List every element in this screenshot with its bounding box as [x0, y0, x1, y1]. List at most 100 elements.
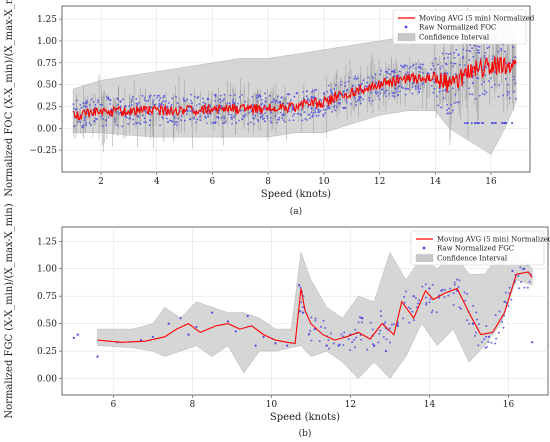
scatter-point [414, 85, 417, 88]
scatter-point [408, 321, 411, 324]
legend-dot-swatch [404, 25, 408, 29]
scatter-point [314, 111, 317, 114]
scatter-point [334, 84, 337, 87]
scatter-point [435, 95, 438, 98]
scatter-point [453, 102, 456, 104]
scatter-point [223, 117, 226, 120]
scatter-point [404, 87, 407, 90]
x-tick-label: 12 [374, 177, 385, 187]
scatter-point [342, 107, 345, 110]
scatter-point [355, 100, 358, 103]
scatter-point [453, 51, 456, 54]
scatter-point [264, 100, 267, 103]
scatter-point [93, 120, 96, 123]
scatter-point [405, 65, 408, 67]
scatter-point [256, 119, 259, 121]
scatter-point [355, 104, 358, 106]
scatter-point [88, 122, 91, 124]
scatter-point [380, 314, 383, 317]
scatter-point [292, 115, 294, 117]
scatter-point [226, 102, 229, 105]
scatter-point [418, 299, 421, 302]
scatter-point [268, 94, 271, 97]
scatter-point [329, 107, 331, 110]
scatter-point [411, 92, 414, 95]
scatter-point [97, 99, 99, 102]
scatter-point [469, 50, 472, 53]
scatter-point [425, 296, 428, 299]
scatter-point [195, 325, 198, 329]
scatter-point [85, 124, 88, 126]
scatter-point [513, 75, 515, 78]
scatter-point [209, 112, 212, 115]
scatter-point [139, 338, 143, 342]
scatter-point [108, 103, 111, 105]
scatter-point [476, 318, 479, 321]
scatter-point [310, 107, 313, 109]
scatter-point [484, 74, 486, 77]
scatter-point [256, 100, 259, 103]
scatter-point [483, 89, 486, 92]
scatter-point [339, 80, 342, 83]
scatter-point [308, 113, 311, 116]
scatter-point [514, 56, 517, 59]
scatter-point [519, 280, 522, 283]
scatter-point [170, 103, 173, 106]
scatter-point [238, 119, 240, 122]
scatter-point [428, 287, 431, 290]
scatter-point [394, 87, 397, 90]
scatter-point [198, 103, 201, 105]
scatter-point [319, 98, 321, 101]
scatter-point [444, 89, 446, 92]
scatter-point [226, 320, 230, 323]
scatter-point [252, 117, 254, 120]
scatter-point [230, 116, 233, 119]
scatter-point [500, 49, 503, 52]
scatter-point [260, 98, 263, 101]
scatter-point [151, 101, 154, 104]
scatter-point [484, 335, 487, 338]
scatter-point [356, 99, 359, 102]
scatter-point [117, 104, 119, 106]
scatter-point [152, 99, 155, 102]
scatter-point [344, 81, 347, 84]
scatter-point [397, 87, 399, 89]
scatter-point [80, 106, 83, 109]
scatter-point [299, 114, 302, 116]
scatter-point [343, 331, 346, 334]
scatter-point [319, 325, 322, 328]
scatter-point [425, 301, 428, 304]
scatter-point [244, 100, 246, 103]
scatter-point [411, 310, 414, 313]
scatter-point [323, 93, 326, 96]
scatter-point [500, 47, 503, 50]
scatter-point [173, 117, 176, 119]
scatter-point [421, 285, 424, 288]
scatter-point [276, 95, 279, 98]
scatter-point [102, 125, 104, 127]
scatter-point [430, 311, 433, 314]
x-tick-label: 4 [154, 177, 160, 187]
scatter-point [406, 71, 409, 74]
scatter-point [324, 112, 327, 115]
y-tick-label: 1.25 [37, 15, 57, 25]
scatter-point [307, 98, 310, 101]
scatter-point [167, 121, 169, 123]
scatter-point [322, 319, 325, 322]
scatter-point [173, 115, 175, 118]
scatter-point [264, 112, 267, 115]
scatter-point [373, 345, 376, 348]
scatter-point [241, 93, 243, 96]
scatter-point [121, 125, 124, 128]
scatter-point [223, 98, 225, 100]
scatter-point [427, 72, 430, 75]
scatter-point [234, 330, 237, 333]
scatter-point [307, 333, 310, 336]
scatter-point [391, 94, 394, 97]
scatter-point [392, 92, 395, 95]
scatter-point [158, 104, 160, 107]
scatter-point [481, 92, 484, 95]
scatter-point [158, 102, 161, 105]
scatter-point [379, 92, 382, 95]
scatter-point [109, 114, 112, 117]
